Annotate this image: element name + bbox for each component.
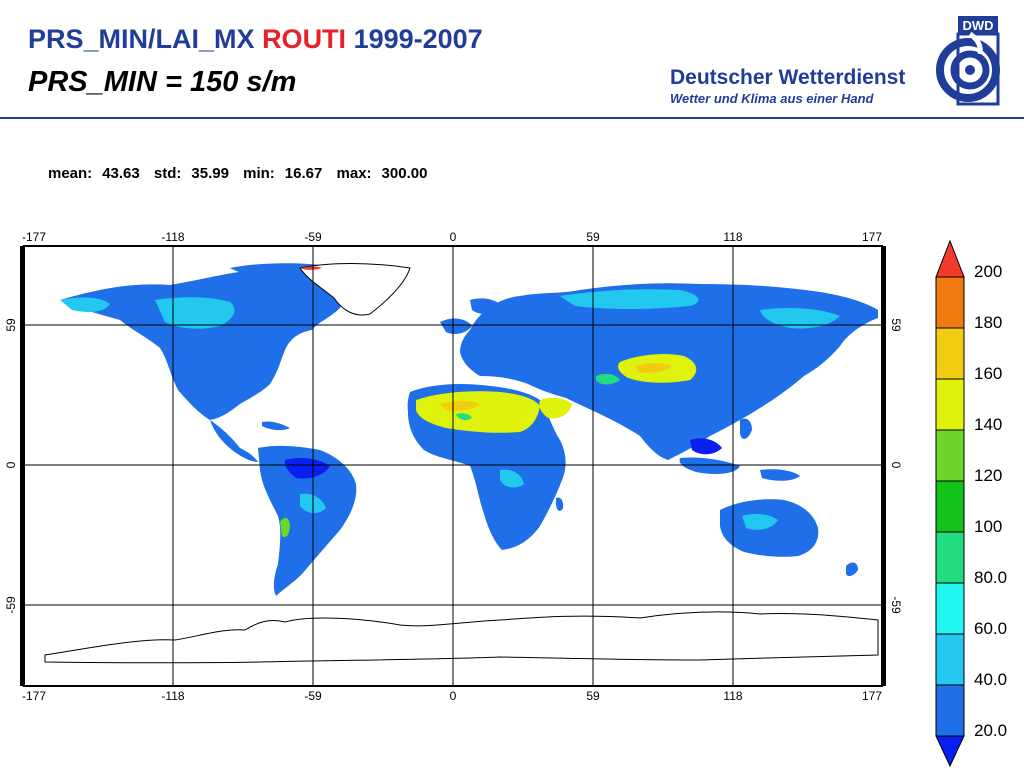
max-value: 300.00 (381, 165, 428, 182)
lon-label: -177 (22, 230, 46, 244)
land-south-america (258, 445, 357, 596)
colorbar-label: 140 (974, 415, 1002, 434)
lat-tick-labels-left: 59 0 -59 (4, 318, 18, 614)
lat-label: 59 (889, 318, 903, 332)
lat-label: -59 (4, 596, 18, 614)
dwd-logo-text: Deutscher Wetterdienst Wetter und Klima … (670, 66, 905, 106)
colorbar-swatch (935, 684, 965, 737)
colorbar-label: 200 (974, 262, 1002, 281)
colorbar-swatch (935, 633, 965, 686)
mean-label: mean: (48, 165, 93, 182)
colorbar-swatch (935, 276, 965, 329)
land-africa (407, 384, 566, 550)
header-rule (0, 117, 1024, 119)
lon-label: 177 (862, 689, 882, 703)
colorbar-swatch (935, 531, 965, 584)
colorbar-label: 180 (974, 313, 1002, 332)
mean-value: 43.63 (102, 165, 140, 182)
colorbar-swatch (935, 429, 965, 482)
colorbar-swatch (935, 480, 965, 533)
title-variable: PRS_MIN/LAI_MX (28, 24, 255, 54)
land-greenland (299, 263, 411, 316)
colorbar: 200 180 160 140 120 100 80.0 60.0 40.0 2… (935, 239, 1007, 768)
antarctica (44, 611, 879, 664)
statistics-line: mean: 43.63 std: 35.99 min: 16.67 max: 300.0… (48, 165, 437, 182)
lat-label: 0 (889, 462, 903, 469)
lon-label: 177 (862, 230, 882, 244)
colorbar-swatch (935, 378, 965, 431)
colorbar-label: 100 (974, 517, 1002, 536)
logo-tagline: Wetter und Klima aus einer Hand (670, 91, 874, 106)
std-label: std: (153, 165, 182, 182)
colorbar-swatch (935, 327, 965, 380)
std-value: 35.99 (191, 165, 229, 182)
logo-name: Deutscher Wetterdienst (670, 66, 906, 89)
lon-label: -59 (304, 689, 322, 703)
lon-label: -118 (161, 689, 184, 703)
lon-label: 59 (586, 230, 600, 244)
graticule (24, 246, 882, 686)
colorbar-label: 160 (974, 364, 1002, 383)
land-eurasia (440, 283, 878, 460)
colorbar-label: 120 (974, 466, 1002, 485)
lon-tick-labels-bottom: -177 -118 -59 0 59 118 177 (22, 689, 882, 703)
colorbar-labels: 200 180 160 140 120 100 80.0 60.0 40.0 2… (974, 262, 1007, 740)
map-title: PRS_MIN/LAI_MX ROUTI 1999-2007 (28, 24, 483, 55)
land-islands (679, 366, 858, 577)
lon-label: 59 (586, 689, 600, 703)
colorbar-label: 20.0 (974, 721, 1007, 740)
land-australia (720, 499, 819, 557)
lon-label: -59 (304, 230, 322, 244)
lat-label: 59 (4, 318, 18, 332)
dwd-logo-icon: DWD (936, 16, 1000, 106)
colorbar-bottom-arrow (935, 735, 965, 768)
colorbar-swatch (935, 582, 965, 635)
title-years: 1999-2007 (353, 24, 483, 54)
lon-label: 0 (450, 689, 457, 703)
logo-badge: DWD (962, 18, 993, 33)
lon-tick-labels-top: -177 -118 -59 0 59 118 177 (22, 230, 882, 244)
lat-label: -59 (889, 596, 903, 614)
min-label: min: (243, 165, 275, 182)
colorbar-label: 40.0 (974, 670, 1007, 689)
lon-label: 118 (723, 689, 742, 703)
max-label: max: (336, 165, 372, 182)
lon-label: 118 (723, 230, 742, 244)
colorbar-swatches (935, 239, 965, 768)
world-map: -177 -118 -59 0 59 118 177 -177 -118 -59… (4, 230, 903, 703)
lat-tick-labels-right: 59 0 -59 (889, 318, 903, 614)
lon-label: -118 (161, 230, 184, 244)
lon-label: 0 (450, 230, 457, 244)
colorbar-label: 80.0 (974, 568, 1007, 587)
min-value: 16.67 (284, 165, 323, 182)
map-subtitle: PRS_MIN = 150 s/m (28, 66, 297, 98)
title-model: ROUTI (262, 24, 347, 54)
lon-label: -177 (22, 689, 46, 703)
colorbar-top-arrow (935, 239, 965, 278)
colorbar-label: 60.0 (974, 619, 1007, 638)
lat-label: 0 (4, 461, 18, 468)
